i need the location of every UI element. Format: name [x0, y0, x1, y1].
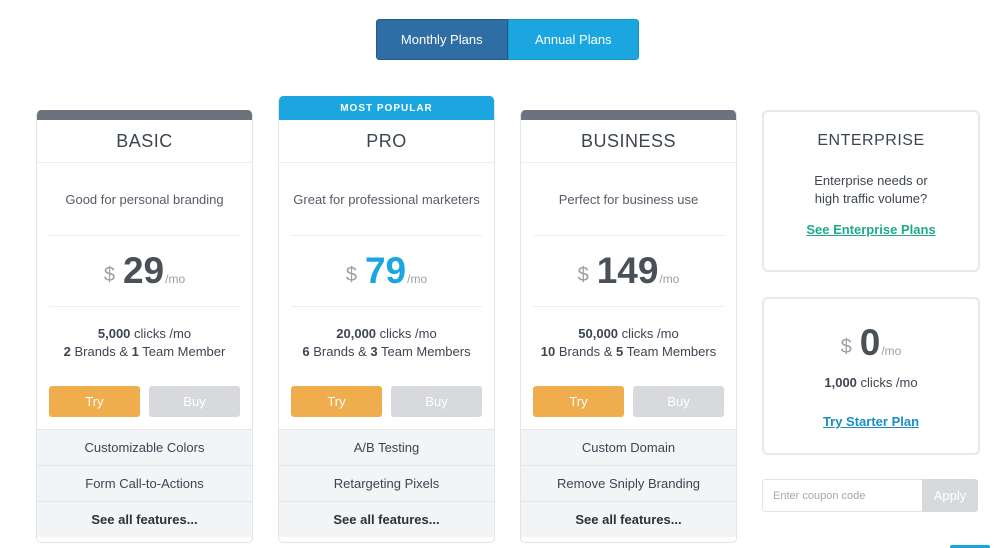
plan-buttons: Try Buy — [37, 379, 252, 429]
brands-line: 2 Brands & 1 Team Member — [63, 344, 226, 359]
try-button[interactable]: Try — [533, 386, 624, 417]
see-all-features-link[interactable]: See all features... — [521, 501, 736, 537]
enterprise-line-2: high traffic volume? — [814, 191, 928, 206]
clicks-line: 50,000 clicks /mo — [578, 326, 679, 341]
plan-name: BASIC — [37, 120, 252, 163]
try-starter-plan-link[interactable]: Try Starter Plan — [822, 414, 920, 429]
price-period: /mo — [165, 272, 186, 286]
starter-price: $ 0 /mo — [764, 321, 978, 365]
feature-item: Retargeting Pixels — [279, 465, 494, 501]
see-all-features-link[interactable]: See all features... — [37, 501, 252, 537]
card-top-bar — [521, 110, 736, 120]
plan-usage: 50,000 clicks /mo 10 Brands & 5 Team Mem… — [521, 307, 736, 379]
price-amount: 0 — [859, 322, 881, 363]
plan-period-toggle: Monthly Plans Annual Plans — [376, 19, 639, 60]
feature-item: Form Call-to-Actions — [37, 465, 252, 501]
enterprise-title: ENTERPRISE — [817, 132, 925, 149]
plan-price: $ 149 /mo — [533, 236, 724, 307]
currency-symbol: $ — [345, 263, 357, 286]
brands-line: 6 Brands & 3 Team Members — [302, 344, 471, 359]
see-enterprise-plans-link[interactable]: See Enterprise Plans — [806, 222, 936, 237]
starter-card: $ 0 /mo 1,000 clicks /mo Try Starter Pla… — [762, 297, 980, 455]
currency-symbol: $ — [840, 335, 852, 358]
apply-coupon-button[interactable]: Apply — [922, 479, 978, 512]
plan-name: BUSINESS — [521, 120, 736, 163]
corner-accent — [950, 545, 990, 548]
monthly-plans-tab[interactable]: Monthly Plans — [376, 19, 508, 60]
currency-symbol: $ — [577, 263, 589, 286]
enterprise-line-1: Enterprise needs or — [814, 173, 928, 188]
plan-price: $ 79 /mo — [291, 236, 482, 307]
plan-description: Great for professional marketers — [291, 163, 482, 236]
enterprise-card: ENTERPRISE Enterprise needs or high traf… — [762, 110, 980, 272]
plan-usage: 20,000 clicks /mo 6 Brands & 3 Team Memb… — [279, 307, 494, 379]
brands-line: 10 Brands & 5 Team Members — [540, 344, 717, 359]
price-amount: 29 — [122, 250, 165, 291]
clicks-line: 5,000 clicks /mo — [97, 326, 192, 341]
feature-item: A/B Testing — [279, 429, 494, 465]
currency-symbol: $ — [103, 263, 115, 286]
card-top-bar — [37, 110, 252, 120]
plan-usage: 5,000 clicks /mo 2 Brands & 1 Team Membe… — [37, 307, 252, 379]
price-amount: 79 — [364, 250, 407, 291]
plan-card-business: BUSINESS Perfect for business use $ 149 … — [520, 110, 737, 543]
try-button[interactable]: Try — [291, 386, 382, 417]
starter-clicks: 1,000 clicks /mo — [824, 375, 918, 390]
feature-item: Customizable Colors — [37, 429, 252, 465]
price-period: /mo — [407, 272, 428, 286]
plan-description: Good for personal branding — [49, 163, 240, 236]
coupon-form: Apply — [762, 479, 980, 512]
plan-name: PRO — [279, 120, 494, 163]
plan-buttons: Try Buy — [279, 379, 494, 429]
plan-buttons: Try Buy — [521, 379, 736, 429]
plan-card-basic: BASIC Good for personal branding $ 29 /m… — [36, 110, 253, 543]
coupon-code-input[interactable] — [762, 479, 922, 512]
price-period: /mo — [881, 344, 902, 358]
buy-button[interactable]: Buy — [633, 386, 724, 417]
annual-plans-tab[interactable]: Annual Plans — [507, 19, 639, 60]
plan-description: Perfect for business use — [533, 163, 724, 236]
try-button[interactable]: Try — [49, 386, 140, 417]
see-all-features-link[interactable]: See all features... — [279, 501, 494, 537]
most-popular-badge: MOST POPULAR — [279, 96, 494, 120]
plan-price: $ 29 /mo — [49, 236, 240, 307]
feature-item: Custom Domain — [521, 429, 736, 465]
enterprise-description: Enterprise needs or high traffic volume? — [764, 172, 978, 208]
clicks-line: 20,000 clicks /mo — [336, 326, 437, 341]
buy-button[interactable]: Buy — [149, 386, 240, 417]
buy-button[interactable]: Buy — [391, 386, 482, 417]
price-period: /mo — [659, 272, 680, 286]
price-amount: 149 — [596, 250, 659, 291]
plan-card-pro: MOST POPULAR PRO Great for professional … — [278, 96, 495, 543]
feature-item: Remove Sniply Branding — [521, 465, 736, 501]
